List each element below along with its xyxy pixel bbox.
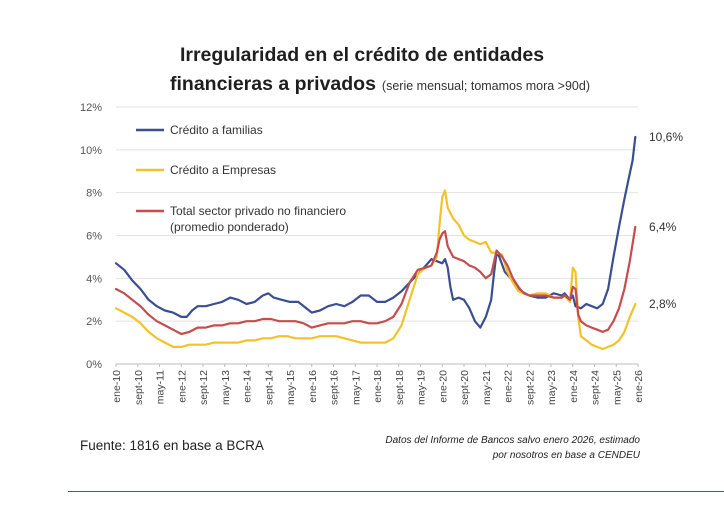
x-tick-label: may-23 <box>546 370 558 405</box>
legend-label-1: Crédito a familias <box>170 123 263 137</box>
end-label-1: 10,6% <box>649 130 683 144</box>
x-tick-label: ene-14 <box>242 370 254 403</box>
y-tick-label: 4% <box>86 273 102 285</box>
chart-title-line1: Irregularidad en el crédito de entidades <box>179 44 545 66</box>
footnote-line1: Datos del Informe de Bancos salvo enero … <box>385 435 640 446</box>
end-label-2: 2,8% <box>649 297 677 311</box>
series-lines <box>114 135 637 351</box>
x-tick-label: may-13 <box>220 370 232 405</box>
legend-label-2: Crédito a Empresas <box>170 163 276 177</box>
legend: Crédito a familias Crédito a Empresas Tota… <box>136 123 346 234</box>
bottom-divider <box>68 491 724 492</box>
x-tick-label: may-21 <box>481 370 493 405</box>
x-axis: ene-10 sept-10 may-11 ene-12 sept-12 may-13 en… <box>111 364 645 405</box>
y-tick-label: 6% <box>86 231 102 243</box>
y-tick-label: 0% <box>86 359 102 371</box>
x-tick-label: sept-14 <box>263 370 275 405</box>
x-tick-label: sept-16 <box>329 370 341 405</box>
footnote-line2: por nosotros en base a CENDEU <box>492 450 640 461</box>
x-tick-label: sept-22 <box>524 370 536 405</box>
x-tick-label: may-19 <box>416 370 428 405</box>
x-tick-label: may-15 <box>285 370 297 405</box>
x-tick-label: may-17 <box>350 370 362 405</box>
x-tick-label: may-25 <box>611 370 623 405</box>
x-tick-label: sept-12 <box>198 370 210 405</box>
chart-title-line2: financieras a privados (serie mensual; to… <box>170 73 590 96</box>
x-tick-label: ene-12 <box>176 370 188 403</box>
end-labels: 10,6% 2,8% 6,4% <box>649 130 683 311</box>
legend-label-3-line2: (promedio ponderado) <box>170 220 289 234</box>
chart-subtitle: (serie mensual; tomamos mora >90d) <box>381 79 590 93</box>
footnote: Datos del Informe de Bancos salvo enero … <box>300 433 640 463</box>
x-tick-label: ene-20 <box>437 370 449 403</box>
legend-label-3: Total sector privado no financiero <box>170 204 346 218</box>
x-tick-label: ene-24 <box>568 370 580 403</box>
x-tick-label: ene-10 <box>111 370 123 403</box>
x-tick-label: ene-18 <box>372 370 384 403</box>
y-tick-label: 12% <box>80 102 102 114</box>
source-text: Fuente: 1816 en base a BCRA <box>80 438 264 453</box>
y-tick-label: 10% <box>80 145 102 157</box>
y-tick-label: 8% <box>86 188 102 200</box>
x-tick-label: ene-22 <box>503 370 515 403</box>
x-tick-label: ene-16 <box>307 370 319 403</box>
x-tick-label: sept-18 <box>394 370 406 405</box>
grid-lines <box>116 106 638 365</box>
y-axis: 0% 2% 4% 6% 8% 10% 12% <box>80 102 102 371</box>
x-tick-label: sept-20 <box>459 370 471 405</box>
chart-title-main: financieras a privados <box>170 73 376 95</box>
series-line-3 <box>114 225 637 336</box>
x-tick-label: may-11 <box>155 370 167 404</box>
end-label-3: 6,4% <box>649 220 677 234</box>
x-tick-label: sept-10 <box>133 370 145 405</box>
x-tick-label: ene-26 <box>633 370 645 403</box>
x-tick-label: sept-24 <box>590 370 602 405</box>
y-tick-label: 2% <box>86 316 102 328</box>
